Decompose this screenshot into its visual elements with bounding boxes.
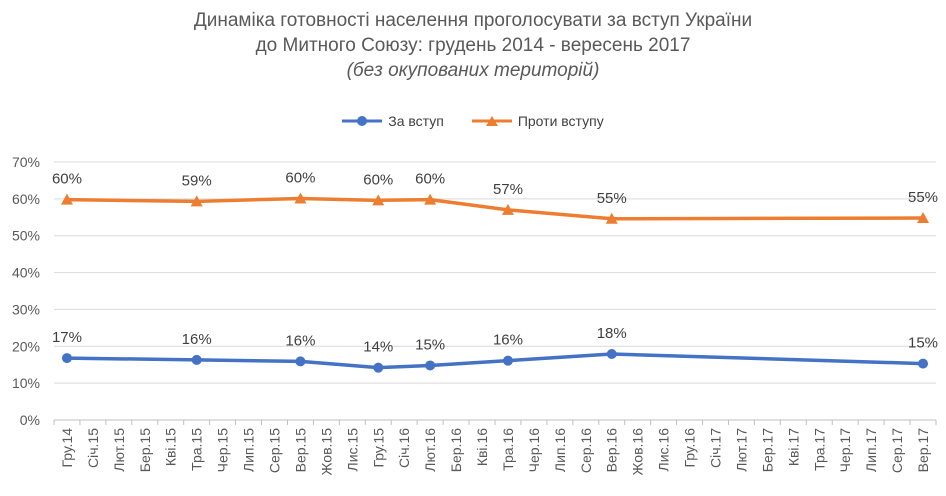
x-tick-label: Сер.17 [889, 428, 905, 473]
chart-subtitle: (без окупованих територій) [346, 60, 600, 81]
legend-line-triangle-icon [471, 116, 512, 126]
legend-item-against: Проти вступу [471, 113, 604, 129]
x-tick-label: Лип.17 [863, 428, 879, 472]
data-label: 16% [493, 332, 523, 349]
x-tick-label: Сер.16 [578, 428, 594, 473]
x-tick-label: Бер.17 [759, 428, 775, 472]
x-tick-label: Лют.17 [733, 428, 749, 472]
x-tick-label: Гру.16 [682, 428, 698, 468]
series-layer [60, 192, 930, 373]
data-label: 60% [285, 169, 315, 186]
x-tick-label: Кві.16 [474, 428, 490, 466]
y-tick-label: 10% [12, 375, 40, 391]
data-point [191, 354, 202, 365]
data-labels-layer: 17% 16% 16% 14% 15% 16% 18% 15% 60% 59% 60% 60% 60% 5… [52, 169, 938, 355]
data-point [605, 212, 618, 224]
x-tick-label: Лип.16 [552, 428, 568, 472]
x-tick-label: Січ.17 [708, 428, 724, 468]
chart-title-line-1: Динаміка готовності населення проголосув… [193, 10, 753, 31]
data-label: 59% [182, 172, 212, 189]
y-tick-label: 60% [12, 191, 40, 207]
x-tick-label: Кві.15 [163, 428, 179, 466]
x-tick-label: Лют.15 [111, 428, 127, 472]
x-tick-label: Жов.15 [318, 428, 334, 476]
y-tick-label: 0% [20, 412, 40, 428]
series-line-0 [66, 352, 924, 370]
x-tick-label: Бер.15 [137, 428, 153, 472]
data-label: 16% [182, 331, 212, 348]
x-tick-label: Чер.16 [526, 428, 542, 473]
x-tick-label: Вер.16 [604, 428, 620, 473]
data-label: 55% [597, 190, 627, 207]
x-tick-label: Тра.15 [189, 428, 205, 471]
y-tick-label: 50% [12, 228, 40, 244]
grid-lines [54, 161, 936, 384]
x-tick-label: Тра.17 [811, 428, 827, 471]
x-tick-label: Вер.15 [292, 428, 308, 473]
x-tick-label: Вер.17 [915, 428, 931, 473]
y-tick-label: 30% [12, 301, 40, 317]
x-tick-label: Тра.16 [500, 428, 516, 471]
x-tick-label: Жов.16 [630, 428, 646, 476]
x-tick-label: Бер.16 [448, 428, 464, 472]
data-label: 17% [52, 329, 82, 346]
data-point [918, 358, 929, 369]
data-label: 16% [285, 332, 315, 349]
legend-line-circle-icon [342, 116, 383, 126]
x-axis: Гру.14 Січ.15 Лют.15 Бер.15 Кві.15 Тра.15 Чер.… [53, 419, 937, 476]
data-point [373, 362, 384, 373]
data-label: 57% [493, 181, 523, 198]
x-tick-label: Лис.15 [344, 428, 360, 472]
x-tick-label: Лют.16 [422, 428, 438, 472]
data-point [606, 349, 617, 360]
x-tick-label: Кві.17 [785, 428, 801, 466]
legend-item-for: За вступ [342, 113, 444, 129]
data-label: 60% [52, 171, 82, 188]
x-tick-label: Лип.15 [241, 428, 257, 472]
data-label: 55% [908, 189, 938, 206]
data-label: 14% [363, 339, 393, 356]
data-point [61, 353, 72, 364]
data-point [372, 194, 385, 206]
data-point [60, 193, 73, 205]
data-point [424, 193, 437, 205]
legend-label-against: Проти вступу [517, 113, 604, 129]
data-point [917, 212, 930, 224]
y-axis: 0% 10% 20% 30% 40% 50% 60% 70% [12, 154, 40, 428]
data-point [501, 203, 514, 215]
y-tick-label: 20% [12, 338, 40, 354]
data-point [425, 360, 436, 371]
data-point [294, 192, 307, 204]
data-label: 15% [908, 335, 938, 352]
data-point [190, 195, 203, 207]
x-tick-label: Січ.16 [396, 428, 412, 468]
data-label: 60% [363, 171, 393, 188]
data-label: 60% [415, 171, 445, 188]
x-tick-label: Лис.16 [656, 428, 672, 472]
x-tick-label: Чер.15 [215, 428, 231, 473]
chart-title-line-2: до Митного Союзу: грудень 2014 - вересен… [255, 35, 691, 56]
y-tick-label: 40% [12, 265, 40, 281]
legend-label-for: За вступ [388, 113, 444, 129]
x-tick-label: Гру.14 [59, 428, 75, 468]
x-tick-label: Січ.15 [85, 428, 101, 468]
chart-title-block: Динаміка готовності населення проголосув… [0, 8, 946, 83]
data-point [502, 355, 513, 366]
series-line-1 [66, 196, 924, 221]
data-label: 15% [415, 336, 445, 353]
data-point [295, 356, 306, 367]
x-tick-label: Сер.15 [267, 428, 283, 473]
x-tick-label: Чер.17 [837, 428, 853, 473]
x-tick-label: Гру.15 [370, 428, 386, 468]
y-tick-label: 70% [12, 154, 40, 170]
chart-legend: За вступ Проти вступу [0, 113, 946, 129]
data-label: 18% [597, 325, 627, 342]
